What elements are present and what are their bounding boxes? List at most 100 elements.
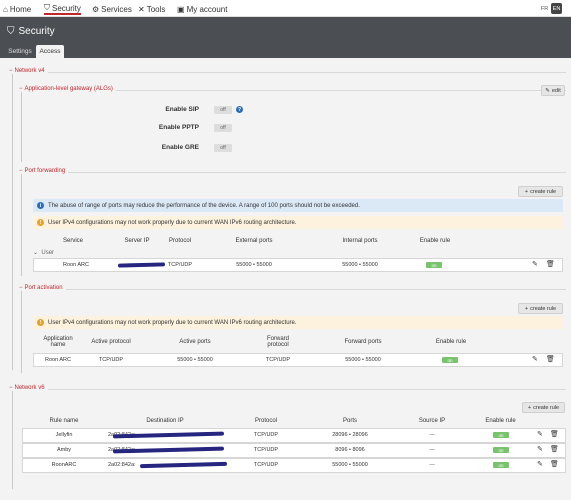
trash-icon[interactable]: 🗑 <box>546 356 555 363</box>
plus-icon: + <box>524 305 529 312</box>
nav-account[interactable]: ▣ My account <box>177 4 228 14</box>
table-row[interactable] <box>33 258 563 272</box>
trash-icon[interactable]: 🗑 <box>550 446 559 453</box>
pptp-toggle[interactable]: off <box>214 124 232 132</box>
plus-icon: + <box>527 404 532 411</box>
v6-col-source-ip: Source IP <box>418 418 446 424</box>
v6-cell-protocol: TCP/UDP <box>253 462 279 468</box>
pa-cell-forward-ports: 55000 • 55000 <box>345 357 381 363</box>
table-row[interactable] <box>33 353 563 367</box>
gre-toggle[interactable]: off <box>214 144 232 152</box>
section-network-v6[interactable]: − Network v6 <box>9 385 48 391</box>
v6-cell-name: Jellyfin <box>55 432 73 438</box>
network-v6-border <box>12 389 13 489</box>
v6-col-ports: Ports <box>342 418 357 424</box>
alg-border <box>21 90 22 162</box>
pencil-icon[interactable]: ✎ <box>537 461 543 468</box>
tab-access[interactable]: Access <box>36 45 64 58</box>
sip-toggle[interactable]: off <box>214 106 232 114</box>
pencil-icon[interactable]: ✎ <box>537 431 543 438</box>
network-v4-border <box>12 72 13 370</box>
pf-col-protocol: Protocol <box>168 238 191 244</box>
divider <box>21 172 566 173</box>
lang-fr-button[interactable]: FR <box>540 5 549 12</box>
pa-create-rule-button[interactable]: + create rule <box>518 303 563 314</box>
trash-icon[interactable]: 🗑 <box>546 261 555 268</box>
pf-cell-internal: 55000 • 55000 <box>342 262 378 268</box>
table-row[interactable] <box>22 428 566 443</box>
gears-icon: ⚙ <box>92 4 100 14</box>
port-forwarding-border <box>21 172 22 276</box>
pencil-icon: ✎ <box>545 87 550 94</box>
divider <box>21 90 566 91</box>
section-alg[interactable]: − Application-level gateway (ALGs) <box>19 86 116 92</box>
pf-enable-toggle[interactable]: on <box>426 262 442 268</box>
pf-create-rule-button[interactable]: + create rule <box>518 186 563 197</box>
pf-col-enable: Enable rule <box>419 238 451 244</box>
pptp-label: Enable PPTP <box>158 124 199 131</box>
pa-col-enable: Enable rule <box>435 339 467 345</box>
page-header: ⛉ Security Settings Access <box>0 17 571 58</box>
v6-col-protocol: Protocol <box>254 418 277 424</box>
user-icon: ▣ <box>177 4 185 14</box>
nav-home[interactable]: ⌂ Home <box>3 4 32 14</box>
pf-cell-service: Roon ARC <box>63 262 89 268</box>
pf-cell-external: 55000 • 55000 <box>236 262 272 268</box>
pa-col-forward-protocol: Forward protocol <box>266 336 289 348</box>
nav-tools[interactable]: ✕ Tools <box>138 4 166 14</box>
pa-cell-active-protocol: TCP/UDP <box>98 357 124 363</box>
pf-col-internal: Internal ports <box>342 238 378 244</box>
v6-col-destination-ip: Destination IP <box>146 418 184 424</box>
v6-cell-protocol: TCP/UDP <box>253 432 279 438</box>
v6-create-rule-button[interactable]: + create rule <box>522 402 565 413</box>
v6-col-rule-name: Rule name <box>49 418 79 424</box>
pa-enable-toggle[interactable]: on <box>442 357 458 363</box>
pa-warning-alert: ! User IPv4 configurations may not work … <box>33 316 563 329</box>
v6-enable-toggle[interactable]: on <box>493 432 509 438</box>
pa-col-forward-ports: Forward ports <box>344 339 382 345</box>
trash-icon[interactable]: 🗑 <box>550 431 559 438</box>
v6-col-enable: Enable rule <box>485 418 516 424</box>
tools-icon: ✕ <box>138 4 145 14</box>
nav-security[interactable]: ⛉ Security <box>44 3 81 15</box>
divider <box>21 289 566 290</box>
gre-label: Enable GRE <box>161 144 199 151</box>
edit-button[interactable]: ✎ edit <box>541 85 565 96</box>
pf-col-server-ip: Server IP <box>124 238 150 244</box>
pf-info-alert: i The abuse of range of ports may reduce… <box>33 199 563 212</box>
lang-en-button[interactable]: EN <box>551 3 562 14</box>
pa-col-active-protocol: Active protocol <box>91 339 131 345</box>
v6-enable-toggle[interactable]: on <box>493 447 509 453</box>
help-icon[interactable]: ? <box>236 106 243 113</box>
pf-cell-protocol: TCP/UDP <box>167 262 193 268</box>
pf-col-external: External ports <box>235 238 273 244</box>
pencil-icon[interactable]: ✎ <box>532 261 538 268</box>
v6-cell-name: RoonARC <box>51 462 77 468</box>
trash-icon[interactable]: 🗑 <box>550 461 559 468</box>
table-row[interactable] <box>22 458 566 473</box>
pa-cell-forward-protocol: TCP/UDP <box>265 357 291 363</box>
pencil-icon[interactable]: ✎ <box>537 446 543 453</box>
section-port-forwarding[interactable]: − Port forwarding <box>19 168 69 174</box>
v6-cell-ports: 8096 • 8096 <box>335 447 365 453</box>
divider <box>12 72 566 73</box>
warning-icon: ! <box>37 319 44 326</box>
port-activation-border <box>21 289 22 373</box>
home-icon: ⌂ <box>3 4 8 14</box>
warning-icon: ! <box>37 219 44 226</box>
divider <box>12 389 566 390</box>
v6-cell-protocol: TCP/UDP <box>253 447 279 453</box>
tab-settings[interactable]: Settings <box>8 48 32 55</box>
section-network-v4[interactable]: − Network v4 <box>9 68 48 74</box>
v6-cell-ports: 28096 • 28096 <box>332 432 368 438</box>
pencil-icon[interactable]: ✎ <box>532 356 538 363</box>
sip-label: Enable SIP <box>165 106 199 113</box>
v6-cell-source: --- <box>429 447 435 453</box>
v6-cell-name: Amby <box>56 447 72 453</box>
nav-services[interactable]: ⚙ Services <box>92 4 132 14</box>
section-port-activation[interactable]: − Port activation <box>19 285 66 291</box>
table-row[interactable] <box>22 443 566 458</box>
page-title: ⛉ Security <box>7 26 55 37</box>
pf-warning-alert: ! User IPv4 configurations may not work … <box>33 216 563 229</box>
v6-enable-toggle[interactable]: on <box>493 462 509 468</box>
